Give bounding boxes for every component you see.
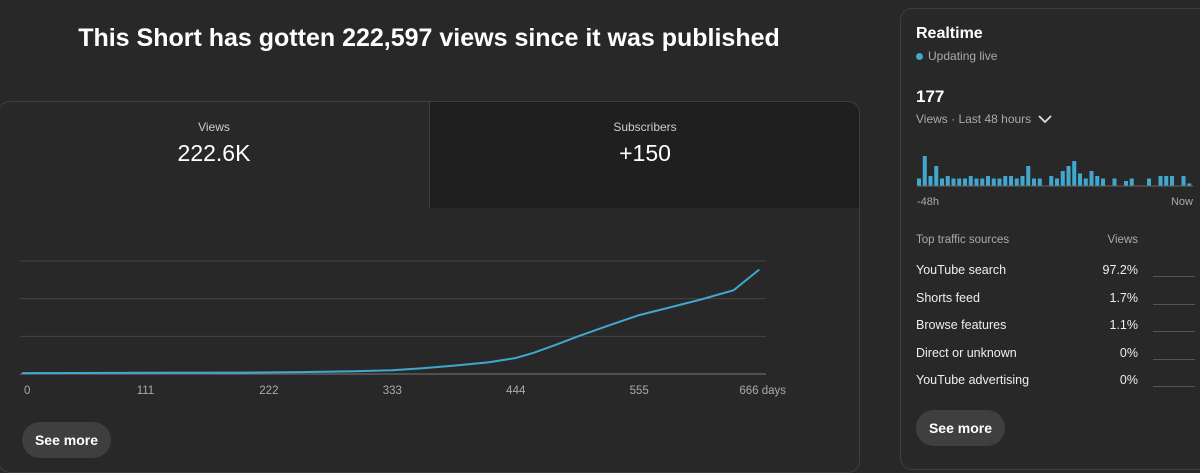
status-text: Updating live — [928, 49, 998, 63]
sparkline-base — [1153, 276, 1195, 277]
bar — [1124, 181, 1129, 186]
source-share: 1.7% — [1109, 290, 1139, 305]
sources-header-metric: Views — [1107, 234, 1138, 246]
bar — [1181, 176, 1186, 186]
bar — [1095, 176, 1100, 186]
metric-selector[interactable]: Views · Last 48 hours — [916, 112, 1053, 126]
bar — [974, 178, 979, 186]
start-label: -48h — [917, 196, 939, 208]
views-chart: 0 111 222 333 444 555 666 days — [20, 260, 786, 397]
headline: This Short has gotten 222,597 views sinc… — [78, 24, 780, 52]
bar — [940, 178, 945, 186]
source-name: Direct or unknown — [916, 345, 1017, 360]
source-share: 0% — [1119, 373, 1138, 387]
bar — [997, 178, 1002, 186]
tab-label: Views — [198, 120, 230, 134]
source-share: 97.2% — [1102, 263, 1138, 277]
tab[interactable]: Views 222.6K — [0, 102, 429, 208]
source-name: YouTube advertising — [916, 373, 1030, 387]
x-tick-label: 222 — [259, 385, 278, 397]
bar — [951, 178, 956, 186]
tab-label: Subscribers — [613, 120, 677, 134]
realtime-title: Realtime — [916, 25, 983, 42]
bar — [1020, 176, 1025, 186]
bar — [1147, 178, 1152, 186]
bar — [1014, 178, 1019, 186]
bar — [1101, 178, 1106, 186]
bar — [1032, 178, 1037, 186]
see-more-button[interactable]: See more — [916, 410, 1005, 446]
x-tick-label: 555 — [630, 385, 649, 397]
views-card: Views 222.6K Subscribers +150 — [0, 101, 860, 473]
tab-value: 222.6K — [177, 140, 251, 166]
realtime-card: Realtime Updating live 177 Views · Last … — [900, 8, 1200, 470]
bar — [991, 178, 996, 186]
status: Updating live — [916, 49, 997, 63]
bar — [1089, 171, 1094, 186]
source-share: 1.1% — [1109, 318, 1139, 332]
bar — [957, 178, 962, 186]
bar — [1055, 178, 1060, 186]
bar — [963, 178, 968, 186]
bar — [1170, 176, 1175, 186]
tab[interactable]: Subscribers +150 — [429, 102, 859, 208]
page: This Short has gotten 222,597 views sinc… — [0, 8, 1200, 473]
bar — [1072, 161, 1077, 186]
bar — [1078, 173, 1083, 186]
bar — [1164, 176, 1169, 186]
sparkline-base — [1153, 386, 1195, 387]
sparkline-base — [1153, 358, 1195, 360]
source-name: Shorts feed — [916, 290, 980, 305]
bar — [928, 176, 933, 186]
bar — [968, 176, 973, 186]
x-tick-label: 0 — [24, 385, 30, 397]
bar — [1187, 183, 1192, 186]
views-line — [21, 268, 760, 375]
see-more-button[interactable]: See more — [22, 422, 111, 458]
bar — [986, 176, 991, 186]
bar — [945, 176, 950, 186]
bar — [934, 166, 939, 186]
bar — [1083, 178, 1088, 186]
x-tick-label: 333 — [383, 385, 402, 397]
bar — [1158, 176, 1163, 186]
x-tick-label: 111 — [137, 385, 154, 397]
sparkline-base — [1153, 331, 1195, 332]
bar — [1026, 166, 1031, 186]
bar — [1049, 176, 1054, 186]
metric-text: Views · Last 48 hours — [916, 112, 1032, 126]
bar — [1066, 166, 1071, 186]
bar — [1003, 176, 1008, 186]
sources-header: Top traffic sources — [916, 234, 1010, 246]
live-dot — [916, 52, 923, 60]
tab-value: +150 — [619, 140, 671, 166]
bar — [1129, 178, 1134, 186]
source-share: 0% — [1119, 345, 1138, 360]
bar — [1009, 176, 1014, 186]
realtime-chart: -48h Now — [917, 156, 1193, 208]
end-label: Now — [1171, 196, 1193, 208]
sparkline-base — [1153, 303, 1195, 305]
source-name: YouTube search — [916, 263, 1007, 277]
bar — [922, 156, 927, 186]
bar — [1037, 178, 1042, 186]
realtime-count: 177 — [916, 87, 945, 106]
x-tick-label: 444 — [506, 385, 526, 397]
bar — [980, 178, 985, 186]
chevron — [1038, 115, 1052, 124]
source-name: Browse features — [916, 318, 1007, 332]
bar — [1060, 171, 1065, 186]
x-tick-label: 666 days — [739, 385, 786, 397]
bar — [1112, 178, 1117, 186]
bar — [917, 178, 922, 186]
